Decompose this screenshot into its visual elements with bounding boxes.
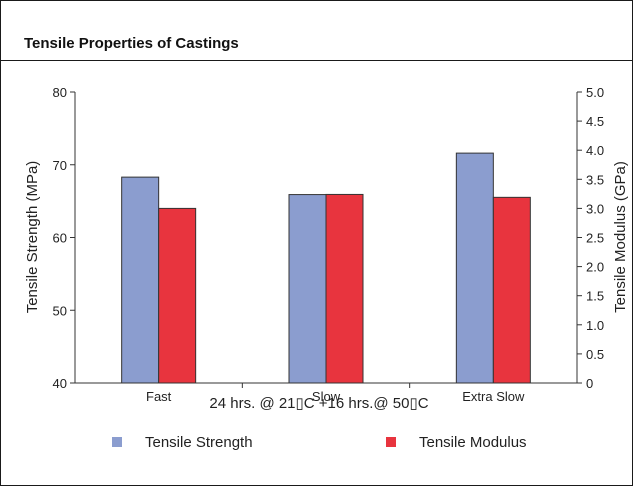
y2-tick-label: 5.0 bbox=[586, 85, 604, 100]
x-tick-label: Extra Slow bbox=[462, 389, 525, 404]
y2-tick-label: 2.0 bbox=[586, 260, 604, 275]
x-axis-label: 24 hrs. @ 21▯C +16 hrs.@ 50▯C bbox=[209, 395, 428, 412]
bar-tensile-modulus bbox=[492, 196, 531, 384]
chart-title: Tensile Properties of Castings bbox=[24, 35, 239, 52]
y2-tick-label: 1.0 bbox=[586, 318, 604, 333]
legend-swatch-tensile-modulus bbox=[386, 437, 396, 447]
title-bar: Tensile Properties of Castings bbox=[1, 1, 632, 61]
bar-tensile-strength bbox=[288, 194, 327, 384]
y-tick-label: 70 bbox=[53, 158, 67, 173]
y-tick-label: 40 bbox=[53, 376, 67, 391]
y2-tick-label: 2.5 bbox=[586, 231, 604, 246]
x-tick-label: Fast bbox=[146, 389, 172, 404]
y-tick-label: 80 bbox=[53, 85, 67, 100]
x-tick-label: Slow bbox=[312, 389, 341, 404]
bar-tensile-strength bbox=[455, 152, 494, 384]
legend-swatch-tensile-strength bbox=[112, 437, 122, 447]
legend-label-tensile-strength: Tensile Strength bbox=[145, 434, 253, 451]
y2-tick-label: 3.0 bbox=[586, 201, 604, 216]
y2-tick-label: 0 bbox=[586, 376, 593, 391]
y2-tick-label: 4.5 bbox=[586, 114, 604, 129]
legend: Tensile Strength Tensile Modulus bbox=[112, 434, 527, 451]
legend-label-tensile-modulus: Tensile Modulus bbox=[419, 434, 527, 451]
bar-tensile-strength bbox=[121, 176, 160, 384]
y-tick-label: 60 bbox=[53, 231, 67, 246]
y2-tick-label: 4.0 bbox=[586, 143, 604, 158]
y-axis-label: Tensile Strength (MPa) bbox=[24, 161, 41, 314]
y2-tick-label: 3.5 bbox=[586, 172, 604, 187]
y2-tick-label: 0.5 bbox=[586, 347, 604, 362]
bar-tensile-modulus bbox=[325, 193, 364, 384]
bar-tensile-modulus bbox=[158, 207, 197, 384]
y-tick-label: 50 bbox=[53, 303, 67, 318]
y2-axis-label: Tensile Modulus (GPa) bbox=[612, 161, 629, 313]
plot-area: 40 50 60 70 80 0 0.5 1.0 1.5 2.0 2.5 3.0 3.5 4.0 4.5 5.… bbox=[53, 85, 605, 404]
y2-tick-label: 1.5 bbox=[586, 289, 604, 304]
